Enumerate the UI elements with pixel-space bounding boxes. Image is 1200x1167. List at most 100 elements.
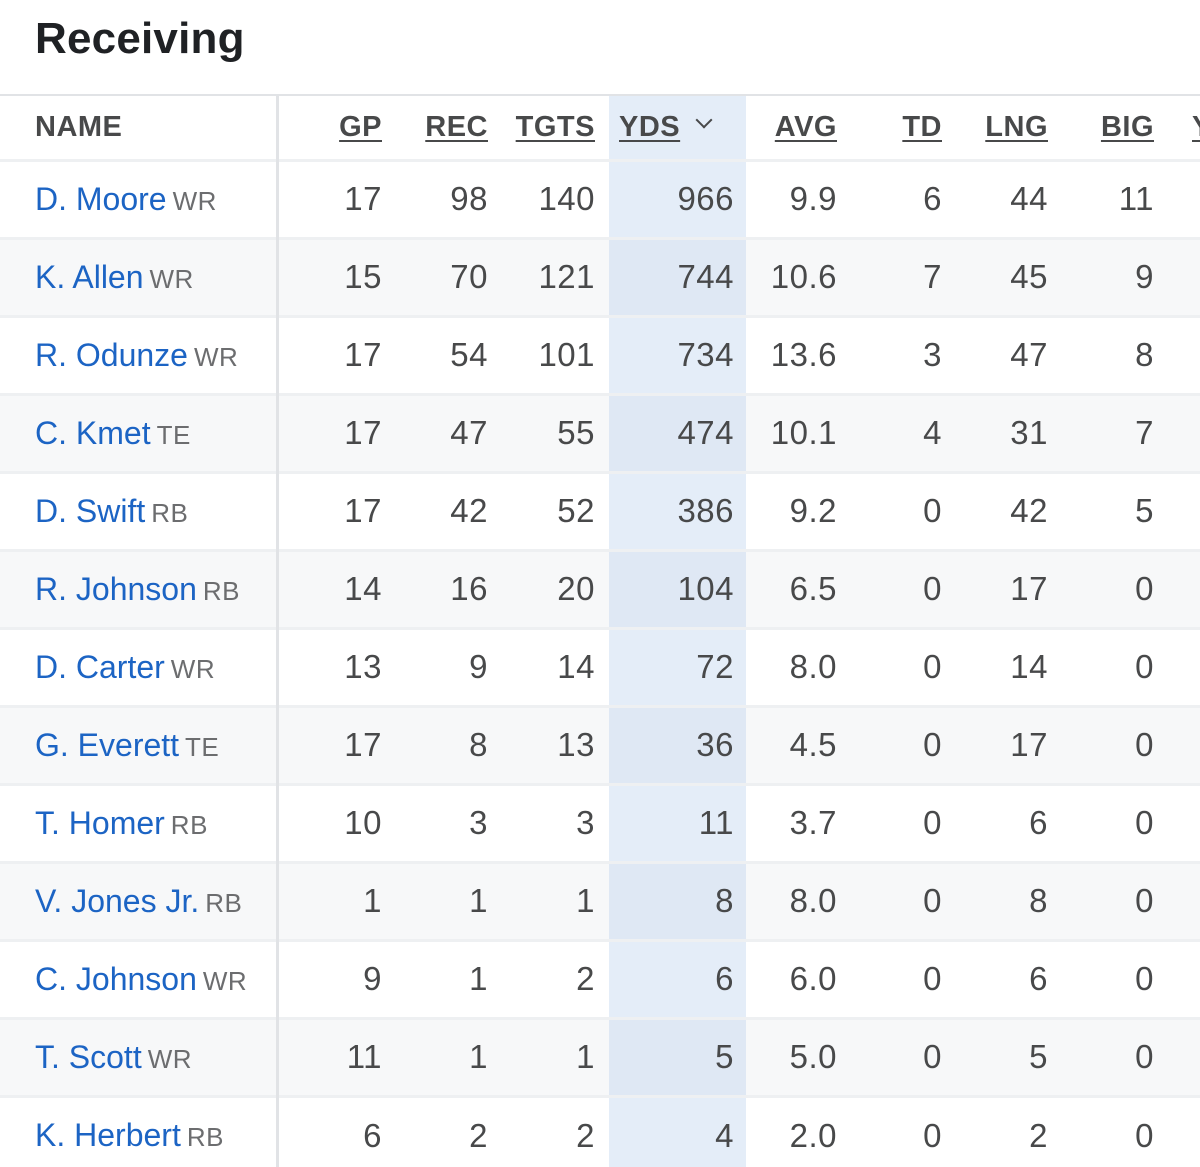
stat-lng: 42	[956, 470, 1062, 550]
stat-yds: 744	[609, 236, 746, 316]
player-cell: G. Everett TE	[0, 704, 279, 784]
stat-tgts: 140	[502, 158, 609, 238]
player-name-link[interactable]: R. Johnson	[35, 570, 197, 607]
stat-yds: 734	[609, 314, 746, 394]
table-row: R. Odunze WR 17 54 101 734 13.6 3 47 8	[0, 314, 1200, 394]
stat-big: 0	[1062, 938, 1168, 1018]
stat-partial	[1168, 860, 1200, 940]
stat-partial	[1168, 938, 1200, 1018]
stat-gp: 9	[277, 938, 396, 1018]
player-cell: D. Swift RB	[0, 470, 279, 550]
column-header-partial[interactable]: Y	[1168, 96, 1200, 160]
stat-gp: 17	[277, 392, 396, 472]
stat-avg: 6.5	[746, 548, 851, 628]
player-name-link[interactable]: D. Moore	[35, 180, 167, 217]
stat-gp: 17	[277, 470, 396, 550]
stat-td: 0	[851, 1016, 956, 1096]
stat-td: 6	[851, 158, 956, 238]
player-name-link[interactable]: D. Swift	[35, 492, 146, 529]
player-name-link[interactable]: T. Homer	[35, 804, 165, 841]
player-position: WR	[170, 653, 216, 684]
stat-partial	[1168, 236, 1200, 316]
stat-lng: 14	[956, 626, 1062, 706]
player-name-link[interactable]: G. Everett	[35, 726, 180, 763]
stat-gp: 11	[277, 1016, 396, 1096]
stat-big: 0	[1062, 548, 1168, 628]
stat-yds: 11	[609, 782, 746, 862]
stat-rec: 9	[396, 626, 502, 706]
column-header-yds[interactable]: YDS	[609, 96, 746, 160]
stat-avg: 9.9	[746, 158, 851, 238]
stat-tgts: 1	[502, 1016, 609, 1096]
player-name-link[interactable]: R. Odunze	[35, 336, 188, 373]
player-name-link[interactable]: C. Johnson	[35, 960, 197, 997]
stat-yds: 72	[609, 626, 746, 706]
player-position: RB	[186, 1122, 224, 1153]
stat-rec: 3	[396, 782, 502, 862]
stat-td: 0	[851, 1094, 956, 1167]
stat-yds: 966	[609, 158, 746, 238]
player-position: RB	[151, 497, 189, 528]
stat-yds: 104	[609, 548, 746, 628]
player-position: RB	[205, 887, 243, 918]
stat-td: 0	[851, 938, 956, 1018]
player-position: WR	[193, 341, 239, 372]
player-name-link[interactable]: V. Jones Jr.	[35, 882, 200, 919]
stat-td: 0	[851, 548, 956, 628]
player-name-link[interactable]: T. Scott	[35, 1038, 142, 1075]
player-cell: C. Kmet TE	[0, 392, 279, 472]
stat-rec: 1	[396, 1016, 502, 1096]
player-name-link[interactable]: K. Allen	[35, 258, 144, 295]
table-row: D. Swift RB 17 42 52 386 9.2 0 42 5	[0, 470, 1200, 550]
player-name-link[interactable]: C. Kmet	[35, 414, 151, 451]
stat-lng: 44	[956, 158, 1062, 238]
table-body: D. Moore WR 17 98 140 966 9.9 6 44 11 K. Allen WR 15…	[0, 158, 1200, 1167]
stat-gp: 1	[277, 860, 396, 940]
column-header-big[interactable]: BIG	[1100, 110, 1154, 143]
stat-gp: 17	[277, 704, 396, 784]
section-title: Receiving	[35, 14, 245, 63]
column-header-td[interactable]: TD	[902, 110, 942, 143]
stat-gp: 10	[277, 782, 396, 862]
stat-avg: 3.7	[746, 782, 851, 862]
table-row: T. Scott WR 11 1 1 5 5.0 0 5 0	[0, 1016, 1200, 1096]
stat-partial	[1168, 158, 1200, 238]
column-header-avg[interactable]: AVG	[774, 110, 837, 143]
player-name-link[interactable]: K. Herbert	[35, 1117, 181, 1154]
stat-rec: 47	[396, 392, 502, 472]
stat-tgts: 52	[502, 470, 609, 550]
table-row: D. Moore WR 17 98 140 966 9.9 6 44 11	[0, 158, 1200, 238]
table-row: K. Herbert RB 6 2 2 4 2.0 0 2 0	[0, 1094, 1200, 1167]
stat-yds: 5	[609, 1016, 746, 1096]
column-header-rec[interactable]: REC	[425, 110, 488, 143]
stat-lng: 8	[956, 860, 1062, 940]
player-cell: C. Johnson WR	[0, 938, 279, 1018]
stat-td: 3	[851, 314, 956, 394]
stat-tgts: 20	[502, 548, 609, 628]
stat-td: 0	[851, 860, 956, 940]
column-header-gp[interactable]: GP	[339, 110, 382, 143]
column-header-lng[interactable]: LNG	[985, 110, 1048, 143]
stat-td: 0	[851, 704, 956, 784]
table-row: C. Kmet TE 17 47 55 474 10.1 4 31 7	[0, 392, 1200, 472]
table-row: C. Johnson WR 9 1 2 6 6.0 0 6 0	[0, 938, 1200, 1018]
stat-big: 0	[1062, 860, 1168, 940]
player-cell: K. Allen WR	[0, 236, 279, 316]
stat-tgts: 101	[502, 314, 609, 394]
stat-big: 0	[1062, 1016, 1168, 1096]
stat-big: 0	[1062, 626, 1168, 706]
player-position: WR	[172, 185, 217, 216]
receiving-table-container[interactable]: NAME GP REC TGTS YDS AVG TD LNG BIG Y D.…	[0, 94, 1200, 1167]
stat-rec: 70	[396, 236, 502, 316]
stat-yds: 36	[609, 704, 746, 784]
player-position: WR	[149, 263, 194, 294]
stat-big: 8	[1062, 314, 1168, 394]
stat-td: 0	[851, 470, 956, 550]
player-cell: V. Jones Jr. RB	[0, 860, 279, 940]
player-position: TE	[185, 731, 220, 762]
player-cell: T. Scott WR	[0, 1016, 279, 1096]
stat-yds: 8	[609, 860, 746, 940]
player-position: TE	[156, 419, 191, 450]
player-name-link[interactable]: D. Carter	[35, 648, 165, 685]
column-header-tgts[interactable]: TGTS	[515, 110, 595, 143]
